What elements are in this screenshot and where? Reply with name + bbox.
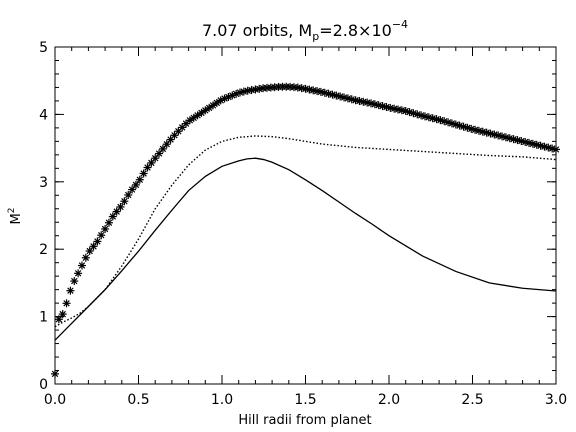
asterisk-point	[131, 180, 140, 189]
solid-line	[54, 157, 557, 341]
y-tick-label: 2	[39, 242, 48, 258]
asterisk-point	[89, 242, 98, 251]
x-tick-label: 2.5	[461, 392, 483, 408]
dotted-line	[54, 135, 557, 328]
asterisk-point	[193, 111, 202, 120]
series-asterisk-markers	[51, 82, 560, 378]
asterisk-point	[552, 145, 560, 154]
asterisk-point	[536, 141, 545, 150]
asterisk-point	[108, 212, 117, 221]
chart-title: 7.07 orbits, Mp=2.8×10−4	[202, 18, 408, 43]
asterisk-point	[444, 118, 453, 127]
asterisk-point	[66, 286, 75, 295]
asterisk-point	[174, 127, 183, 136]
asterisk-point	[77, 261, 86, 270]
x-tick-label: 0.5	[127, 392, 149, 408]
asterisk-point	[455, 121, 464, 130]
chart-title-subscript: p	[312, 30, 319, 43]
asterisk-point	[532, 140, 541, 149]
asterisk-point	[54, 315, 63, 324]
asterisk-point	[101, 224, 110, 233]
asterisk-point	[517, 137, 526, 146]
series-dotted	[54, 135, 557, 328]
asterisk-point	[62, 299, 71, 308]
asterisk-point	[112, 207, 121, 216]
x-tick-label: 1.5	[294, 392, 316, 408]
series-layer	[51, 82, 560, 378]
asterisk-point	[116, 202, 125, 211]
asterisk-point	[124, 191, 133, 200]
asterisk-point	[120, 197, 129, 206]
x-tick-label: 0.0	[44, 392, 66, 408]
asterisk-point	[58, 310, 67, 319]
series-solid	[54, 157, 557, 341]
x-tick-label: 1.0	[211, 392, 233, 408]
axis-tick-labels: 0.0 0.5 1.0 1.5 2.0 2.5 3.0 0 1 2 3 4 5	[39, 40, 567, 408]
y-axis-label: M2	[7, 208, 24, 225]
x-tick-label: 3.0	[545, 392, 567, 408]
asterisk-point	[139, 169, 148, 178]
y-tick-label: 5	[39, 40, 48, 56]
asterisk-point	[201, 106, 210, 115]
plot-frame	[54, 46, 557, 385]
asterisk-point	[70, 277, 79, 286]
asterisk-point	[135, 175, 144, 184]
x-tick-label: 2.0	[378, 392, 400, 408]
asterisk-point	[451, 120, 460, 129]
axis-ticks	[54, 46, 557, 385]
asterisk-point	[209, 101, 218, 110]
y-tick-label: 4	[39, 107, 48, 123]
asterisk-point	[185, 116, 194, 125]
asterisk-point	[220, 94, 229, 103]
y-tick-label: 3	[39, 175, 48, 191]
x-axis-label: Hill radii from planet	[238, 413, 371, 428]
asterisk-point	[97, 231, 106, 240]
asterisk-point	[104, 218, 113, 227]
asterisk-point	[81, 253, 90, 262]
asterisk-point	[74, 269, 83, 278]
asterisk-point	[93, 237, 102, 246]
y-tick-label: 0	[39, 377, 48, 393]
chart-title-superscript: −4	[392, 18, 408, 31]
asterisk-point	[51, 369, 59, 378]
asterisk-point	[320, 88, 329, 97]
y-tick-label: 1	[39, 310, 48, 326]
y-axis-label-superscript: 2	[7, 208, 17, 214]
